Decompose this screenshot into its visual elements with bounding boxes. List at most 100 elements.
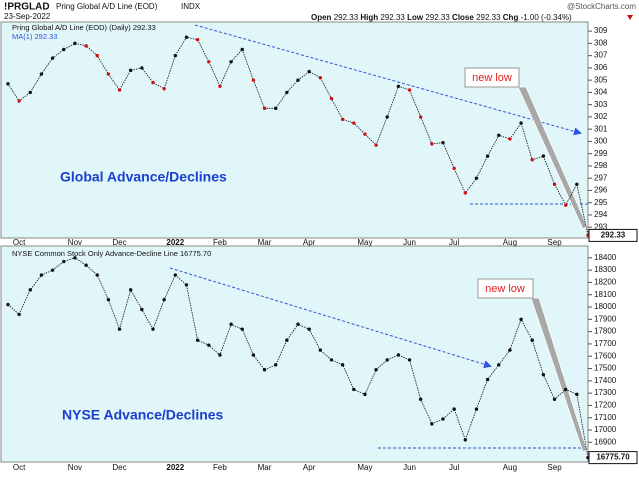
data-point	[128, 68, 133, 73]
data-point	[563, 203, 568, 207]
quote-value: -1.00 (-0.34%)	[521, 13, 572, 22]
data-point	[329, 358, 334, 362]
data-point	[418, 397, 423, 401]
data-point	[207, 343, 211, 347]
x-tick-label: Jul	[449, 238, 459, 247]
y-tick-label: 18200	[594, 278, 617, 287]
data-point	[563, 387, 568, 392]
data-point	[50, 268, 55, 272]
data-point	[95, 53, 99, 58]
y-tick-label: 302	[594, 112, 608, 121]
y-tick-label: 18400	[594, 253, 617, 262]
panel	[0, 21, 589, 239]
data-point	[430, 142, 434, 146]
y-tick-label: 306	[594, 63, 608, 72]
quote: Open 292.33 High 292.33 Low 292.33 Close…	[311, 13, 572, 22]
x-tick-label: May	[357, 463, 372, 472]
data-point	[251, 353, 256, 357]
data-point	[117, 88, 122, 92]
data-point	[106, 297, 111, 302]
trend-line	[194, 24, 582, 136]
data-point	[407, 358, 412, 362]
x-tick-label: Feb	[213, 463, 227, 472]
quote-label: High	[360, 13, 378, 22]
quote-label: Open	[311, 13, 332, 22]
y-tick-label: 309	[594, 26, 608, 35]
down-icon	[627, 15, 633, 20]
x-tick-label: Dec	[112, 238, 126, 247]
x-tick-label: Oct	[13, 238, 26, 247]
data-point	[84, 44, 88, 48]
data-point	[151, 80, 155, 85]
data-point	[519, 121, 523, 125]
data-point	[39, 72, 44, 76]
quote-label: Close	[452, 13, 474, 22]
y-tick-label: 305	[594, 75, 608, 84]
data-point	[229, 322, 233, 326]
data-point	[441, 417, 445, 421]
callout-arrow	[530, 297, 588, 453]
data-point	[452, 166, 456, 171]
data-point	[352, 387, 356, 392]
data-point	[262, 368, 267, 372]
data-point	[340, 363, 345, 367]
y-tick-label: 18000	[594, 302, 617, 311]
data-point	[363, 132, 367, 136]
data-point	[17, 312, 21, 317]
data-point	[128, 288, 133, 292]
data-point	[73, 41, 77, 46]
data-point	[340, 117, 345, 122]
data-point	[6, 82, 10, 86]
x-tick-label: Aug	[503, 463, 517, 472]
data-point	[184, 283, 189, 287]
x-tick-label: Dec	[112, 463, 126, 472]
data-point	[452, 407, 456, 411]
data-point	[162, 87, 166, 91]
data-point	[62, 47, 66, 52]
quote-value: 292.33	[425, 13, 450, 22]
data-point	[240, 47, 244, 52]
data-point	[195, 338, 200, 342]
last-value-label: 16775.70	[596, 453, 630, 462]
data-point	[463, 438, 468, 442]
y-tick-label: 18300	[594, 265, 617, 274]
y-tick-label: 300	[594, 137, 608, 146]
x-tick-label: Apr	[303, 463, 316, 472]
data-point	[363, 392, 367, 397]
last-value-box	[588, 451, 638, 465]
data-point	[318, 75, 323, 80]
last-value-label: 292.33	[601, 231, 626, 240]
data-point	[251, 78, 256, 82]
symbol-name: Pring Global A/D Line (EOD)	[56, 2, 158, 11]
x-tick-label: Mar	[258, 238, 272, 247]
data-point	[173, 53, 178, 58]
x-tick-label: Jun	[403, 238, 416, 247]
data-point	[162, 297, 166, 302]
data-point	[151, 327, 155, 331]
annotation: Global Advance/Declines	[60, 169, 227, 185]
data-point	[530, 158, 534, 162]
data-point	[430, 422, 434, 426]
last-value-box	[588, 228, 638, 242]
y-tick-label: 299	[594, 149, 608, 158]
data-point	[307, 69, 311, 74]
data-point	[262, 106, 267, 111]
panel	[0, 245, 589, 463]
quote-label: Chg	[503, 13, 519, 22]
data-point	[552, 182, 557, 187]
quote-label: Low	[407, 13, 424, 22]
data-point	[474, 407, 479, 411]
exchange: INDX	[181, 2, 201, 11]
data-point	[218, 84, 222, 88]
data-point	[307, 327, 311, 331]
legend-entry: Pring Global A/D Line (EOD) (Daily) 292.…	[12, 23, 156, 32]
y-tick-label: 17000	[594, 425, 617, 434]
legend-entry: MA(1) 292.33	[12, 32, 57, 41]
y-tick-label: 296	[594, 186, 608, 195]
y-tick-label: 304	[594, 88, 608, 97]
data-point	[552, 397, 557, 401]
data-point	[218, 353, 222, 357]
data-point	[28, 288, 33, 292]
data-point	[17, 99, 21, 103]
